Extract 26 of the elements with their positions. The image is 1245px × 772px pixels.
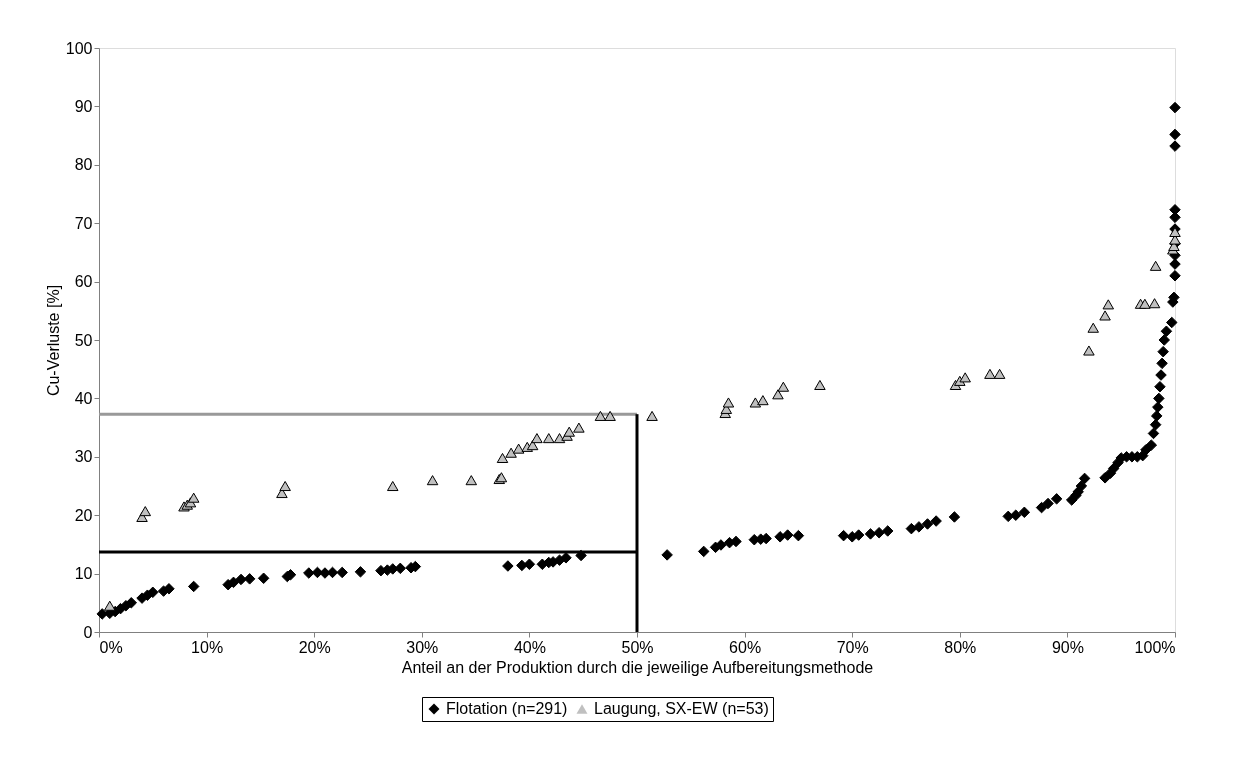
y-tick-label: 40 [74,389,93,407]
x-tick-label: 30% [406,638,439,656]
y-tick-label: 80 [74,156,93,174]
y-tick-label: 70 [74,214,93,232]
y-axis-title: Cu-Verluste [%] [44,284,62,397]
x-tick-label: 10% [191,638,224,656]
legend-label: Flotation (n=291) [446,700,568,717]
y-tick-label: 10 [74,565,93,583]
x-tick-label: 0% [99,638,123,656]
x-tick-label: 60% [729,638,762,656]
y-tick-label: 30 [74,448,93,466]
y-tick-label: 100 [65,39,93,57]
x-tick-label: 40% [513,638,546,656]
x-tick-label: 20% [298,638,331,656]
y-tick-label: 50 [74,331,93,349]
y-tick-label: 90 [74,97,93,115]
x-axis-title: Anteil an der Produktion durch die jeweilige Aufbereitungsmethode [401,658,874,676]
x-tick-label: 70% [836,638,869,656]
x-tick-label: 50% [621,638,654,656]
x-tick-label: 90% [1051,638,1084,656]
y-tick-label: 60 [74,273,93,291]
legend-label: Laugung, SX-EW (n=53) [594,700,769,717]
y-tick-label: 20 [74,506,93,524]
x-tick-label: 100% [1134,638,1176,656]
y-tick-label: 0 [83,623,93,641]
x-tick-label: 80% [944,638,977,656]
